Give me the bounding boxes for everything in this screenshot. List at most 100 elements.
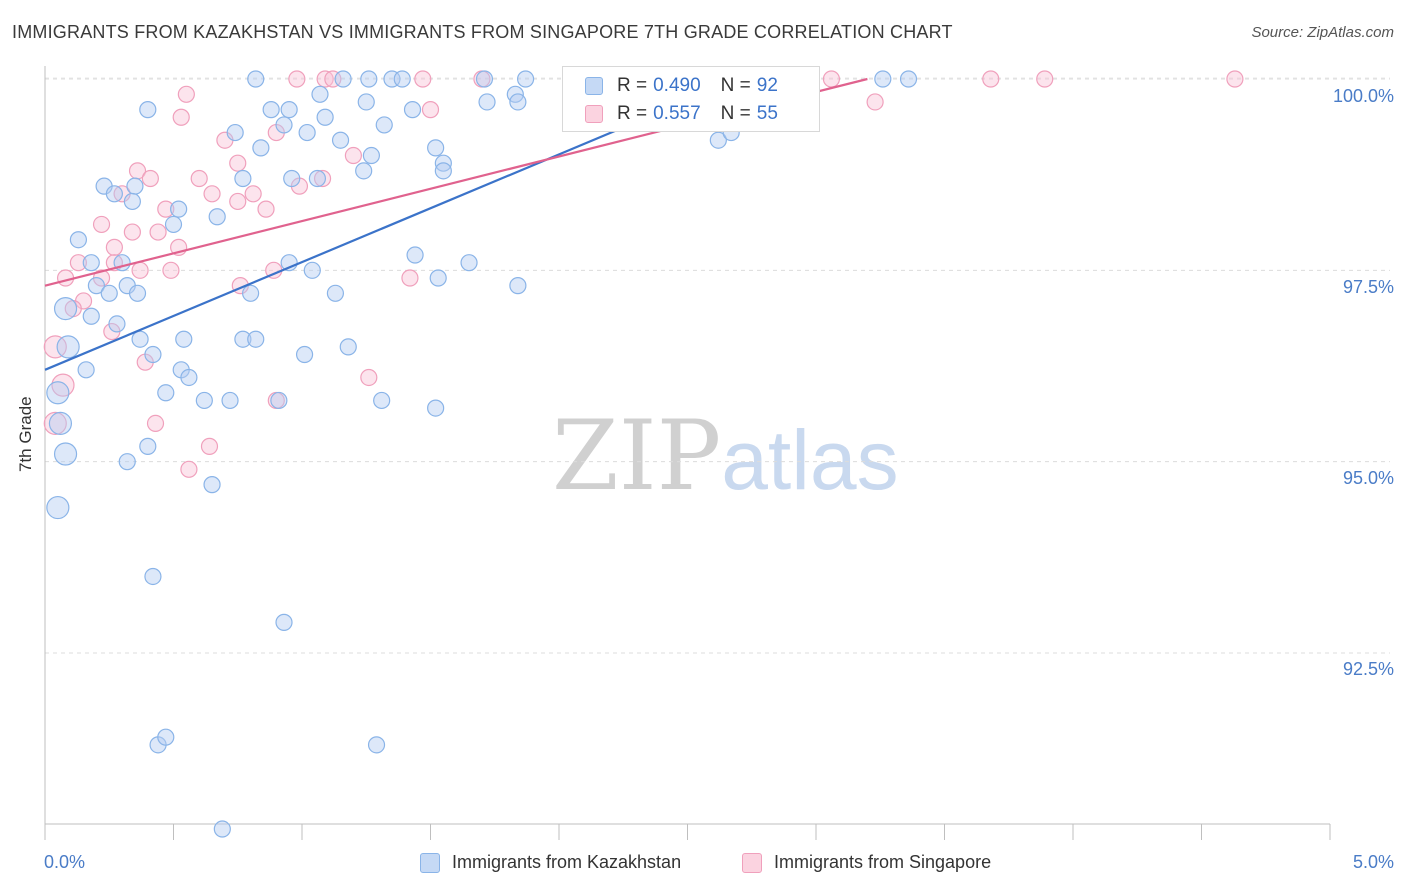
point-kazakhstan	[375, 116, 393, 134]
point-singapore	[43, 335, 67, 359]
legend-label-kazakhstan: Immigrants from Kazakhstan	[452, 852, 682, 872]
point-kazakhstan	[262, 101, 280, 119]
watermark-atlas: atlas	[721, 413, 899, 507]
legend-n-value: 92	[756, 75, 778, 96]
point-singapore	[822, 70, 841, 88]
point-kazakhstan	[406, 246, 424, 264]
legend-row-singapore: R = 0.557 N = 55	[585, 101, 798, 127]
point-kazakhstan	[339, 338, 357, 356]
point-kazakhstan	[144, 567, 162, 586]
point-kazakhstan	[175, 330, 193, 348]
point-kazakhstan	[427, 139, 445, 157]
point-kazakhstan	[874, 70, 892, 88]
point-kazakhstan	[100, 284, 118, 302]
x-tick-label: 0.0%	[44, 852, 86, 872]
point-kazakhstan	[434, 162, 452, 180]
legend-swatch-kazakhstan	[420, 852, 440, 873]
point-kazakhstan	[48, 411, 73, 435]
point-singapore	[149, 223, 167, 241]
point-singapore	[190, 169, 208, 188]
watermark-zip: ZIP	[552, 400, 722, 512]
point-kazakhstan	[118, 453, 136, 471]
point-singapore	[177, 85, 195, 103]
point-kazakhstan	[280, 101, 298, 119]
point-kazakhstan	[164, 215, 183, 234]
point-singapore	[43, 411, 67, 435]
point-kazakhstan	[226, 123, 244, 142]
legend-n-value: 55	[756, 103, 778, 124]
point-kazakhstan	[303, 261, 321, 279]
point-kazakhstan	[478, 93, 496, 111]
legend-item-kazakhstan[interactable]: Immigrants from Kazakhstan	[420, 852, 681, 873]
point-kazakhstan	[252, 139, 270, 157]
point-kazakhstan	[82, 307, 100, 325]
point-singapore	[123, 223, 141, 241]
point-kazakhstan	[393, 70, 411, 88]
point-singapore	[866, 93, 884, 111]
legend-row-kazakhstan: R = 0.490 N = 92	[585, 73, 798, 99]
point-kazakhstan	[316, 108, 334, 126]
point-kazakhstan	[460, 254, 478, 272]
point-kazakhstan	[516, 70, 535, 88]
point-kazakhstan	[208, 208, 226, 226]
point-kazakhstan	[509, 277, 527, 295]
point-kazakhstan	[362, 146, 380, 165]
point-kazakhstan	[367, 736, 386, 754]
point-singapore	[401, 269, 419, 287]
point-kazakhstan	[283, 169, 301, 188]
point-kazakhstan	[242, 284, 260, 302]
point-kazakhstan	[373, 391, 391, 410]
point-kazakhstan	[247, 70, 265, 88]
legend-swatch-singapore	[742, 852, 762, 873]
chart-title: IMMIGRANTS FROM KAZAKHSTAN VS IMMIGRANTS…	[12, 22, 953, 42]
point-singapore	[1036, 70, 1054, 88]
point-kazakhstan	[123, 192, 141, 211]
point-singapore	[146, 414, 165, 432]
point-kazakhstan	[331, 131, 350, 149]
x-tick-label: 5.0%	[1352, 852, 1394, 872]
point-kazakhstan	[46, 495, 70, 520]
point-singapore	[421, 101, 440, 119]
point-kazakhstan	[475, 70, 494, 88]
point-kazakhstan	[899, 70, 918, 88]
point-singapore	[344, 146, 362, 165]
point-singapore	[200, 437, 219, 455]
point-singapore	[92, 215, 111, 234]
point-singapore	[414, 70, 432, 88]
point-kazakhstan	[427, 399, 445, 417]
legend-r-value: 0.490	[653, 75, 701, 96]
point-singapore	[162, 261, 180, 279]
point-singapore	[982, 70, 1000, 88]
point-kazakhstan	[334, 70, 352, 88]
y-axis-title: 7th Grade	[16, 396, 35, 472]
legend-swatch-kazakhstan	[585, 77, 603, 95]
point-singapore	[313, 169, 332, 188]
point-kazakhstan	[157, 728, 175, 746]
point-kazakhstan	[234, 169, 252, 188]
point-kazakhstan	[203, 476, 221, 494]
legend-r-label: R =	[617, 75, 648, 96]
point-singapore	[157, 200, 175, 218]
point-kazakhstan	[105, 185, 123, 203]
watermark: ZIPatlas	[552, 400, 899, 512]
point-kazakhstan	[298, 123, 316, 142]
point-kazakhstan	[221, 391, 239, 410]
point-singapore	[229, 192, 247, 211]
point-kazakhstan	[56, 335, 80, 359]
legend-item-singapore[interactable]: Immigrants from Singapore	[742, 852, 991, 873]
point-kazakhstan	[357, 93, 375, 111]
point-kazakhstan	[53, 442, 78, 466]
y-tick-label: 92.5%	[1342, 659, 1394, 679]
legend-n-label: N =	[720, 103, 751, 124]
point-kazakhstan	[46, 381, 70, 405]
point-kazakhstan	[139, 101, 157, 119]
point-singapore	[288, 70, 306, 88]
legend-n-label: N =	[720, 75, 751, 96]
point-kazakhstan	[195, 391, 213, 410]
point-kazakhstan	[180, 368, 198, 387]
chart-source: Source: ZipAtlas.com	[1251, 24, 1394, 41]
point-kazakhstan	[326, 284, 345, 302]
point-kazakhstan	[108, 315, 126, 333]
point-kazakhstan	[429, 269, 447, 287]
